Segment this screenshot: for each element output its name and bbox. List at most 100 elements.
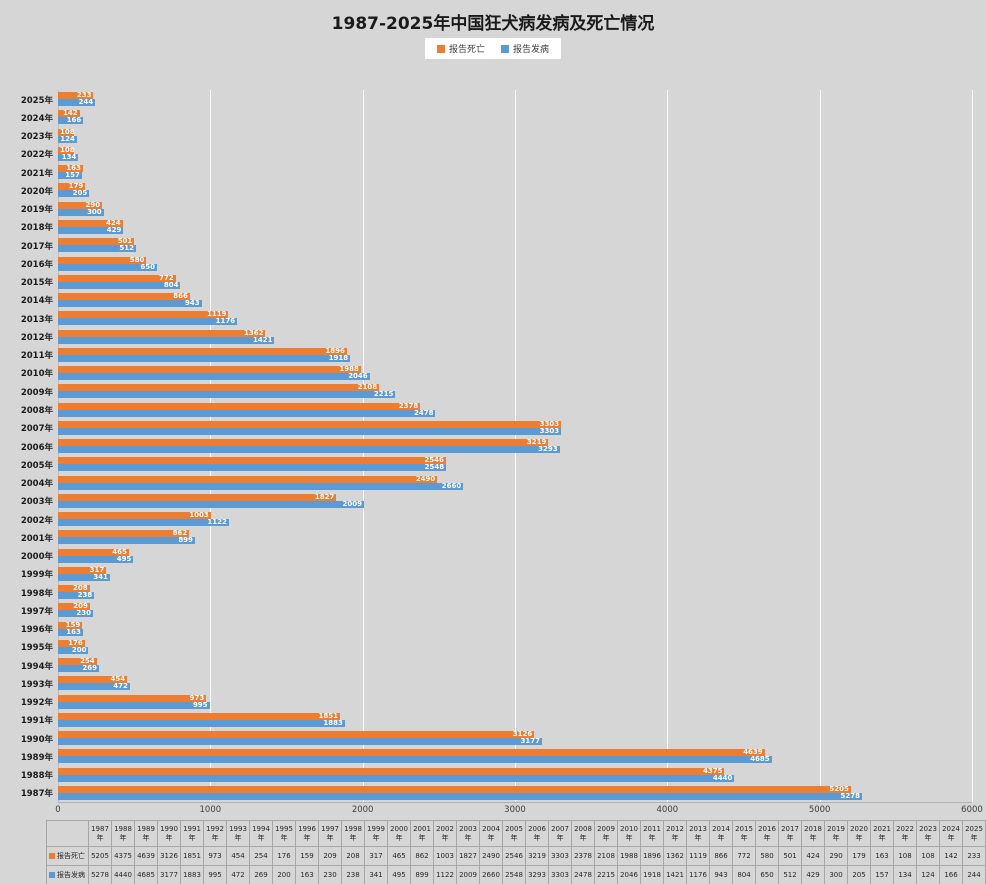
legend-swatch-deaths-icon [436,44,445,53]
table-value-cell: 1362 [664,847,687,866]
table-value-cell: 4375 [112,847,135,866]
bar-cases-2003 [58,500,365,508]
bar-deaths-2020 [58,183,86,191]
table-value-cell: 176 [273,847,296,866]
bar-cases-2013 [58,318,238,326]
bar-value-label: 2660 [441,481,462,490]
bar-value-label: 108 [60,145,75,154]
table-year-header: 2019 年 [825,821,848,847]
bar-deaths-2012 [58,329,266,337]
bar-cases-2022 [58,153,79,161]
bar-value-label: 429 [106,225,122,234]
bar-cases-2017 [58,245,136,253]
legend-item-cases[interactable]: 报告发病 [501,42,549,55]
bar-value-label: 973 [189,693,205,702]
y-axis-label: 2021年 [20,168,53,179]
y-axis-label: 1987年 [20,789,53,800]
bar-value-label: 4639 [743,748,763,757]
table-value-cell: 501 [779,847,802,866]
table-year-header: 2024 年 [940,821,963,847]
table-value-cell: 2548 [503,866,526,884]
table-value-cell: 5205 [89,847,112,866]
y-axis-label: 2020年 [20,186,53,197]
table-value-cell: 1883 [181,866,204,884]
y-axis-label: 2022年 [20,150,53,161]
bar-cases-1990 [58,738,542,746]
bar-deaths-2007 [58,420,562,428]
x-axis-tick-label: 6000 [961,805,983,815]
table-year-header: 2021 年 [871,821,894,847]
table-year-header: 2010 年 [618,821,641,847]
bar-value-label: 2108 [357,383,378,392]
bar-deaths-2001 [58,530,190,538]
bar-cases-2018 [58,226,124,234]
table-corner-cell [47,821,89,847]
table-value-cell: 2546 [503,847,526,866]
bar-deaths-2009 [58,384,380,392]
table-value-cell: 124 [917,866,940,884]
table-value-cell: 472 [227,866,250,884]
bar-value-label: 495 [116,554,132,563]
table-year-header: 2012 年 [664,821,687,847]
bar-cases-1995 [58,646,89,654]
table-value-cell: 2046 [618,866,641,884]
table-year-header: 2005 年 [503,821,526,847]
legend-item-deaths[interactable]: 报告死亡 [436,42,485,55]
table-value-cell: 862 [411,847,434,866]
table-year-header: 2013 年 [687,821,710,847]
bar-value-label: 2490 [415,474,436,483]
y-axis-label: 2011年 [20,351,53,362]
table-value-cell: 2215 [595,866,618,884]
bar-deaths-2005 [58,457,446,465]
bar-deaths-1994 [58,658,97,666]
bar-cases-2007 [58,427,562,435]
table-year-header: 2015 年 [733,821,756,847]
y-axis-label: 2008年 [20,405,53,416]
y-axis-label: 2001年 [20,533,53,544]
y-axis-label: 1991年 [20,716,53,727]
table-year-header: 2006 年 [526,821,549,847]
table-series-label: 报告死亡 [47,847,89,866]
bar-value-label: 176 [68,638,83,647]
table-value-cell: 1122 [434,866,457,884]
table-value-cell: 3303 [549,847,572,866]
bar-cases-2014 [58,300,202,308]
bar-value-label: 650 [140,262,156,271]
bar-deaths-2016 [58,256,147,264]
legend-label-deaths: 报告死亡 [448,45,485,55]
table-value-cell: 179 [848,847,871,866]
y-axis-label: 2000年 [20,552,53,563]
bar-value-label: 205 [72,189,88,198]
bar-deaths-2013 [58,311,229,319]
table-year-header: 2020 年 [848,821,871,847]
table-value-cell: 108 [917,847,940,866]
table-value-cell: 134 [894,866,917,884]
y-axis-label: 2012年 [20,332,53,343]
table-value-cell: 4685 [135,866,158,884]
table-value-cell: 495 [388,866,411,884]
bar-value-label: 1122 [207,518,227,527]
table-value-cell: 238 [342,866,365,884]
bar-cases-2025 [58,99,96,107]
table-year-header: 1991 年 [181,821,204,847]
table-value-cell: 1421 [664,866,687,884]
table-value-cell: 1918 [641,866,664,884]
bar-deaths-2003 [58,493,337,501]
table-value-cell: 233 [963,847,986,866]
table-value-cell: 1003 [434,847,457,866]
data-table: 1987 年 1988 年 1989 年 1990 年 1991 年 1992 年 1993 年 1994 年… [46,820,986,884]
bar-value-label: 4685 [750,755,770,764]
table-year-header: 2022 年 [894,821,917,847]
bar-deaths-2011 [58,347,347,355]
bar-cases-2020 [58,190,90,198]
bar-value-label: 341 [93,572,108,581]
y-axis-label: 1994年 [20,661,53,672]
table-value-cell: 512 [779,866,802,884]
y-axis-label: 2023年 [20,132,53,143]
bar-value-label: 4440 [712,773,733,782]
table-value-cell: 429 [802,866,825,884]
bar-value-label: 2215 [373,390,394,399]
table-value-cell: 1176 [687,866,710,884]
table-value-cell: 4440 [112,866,135,884]
x-axis-line [58,802,972,803]
